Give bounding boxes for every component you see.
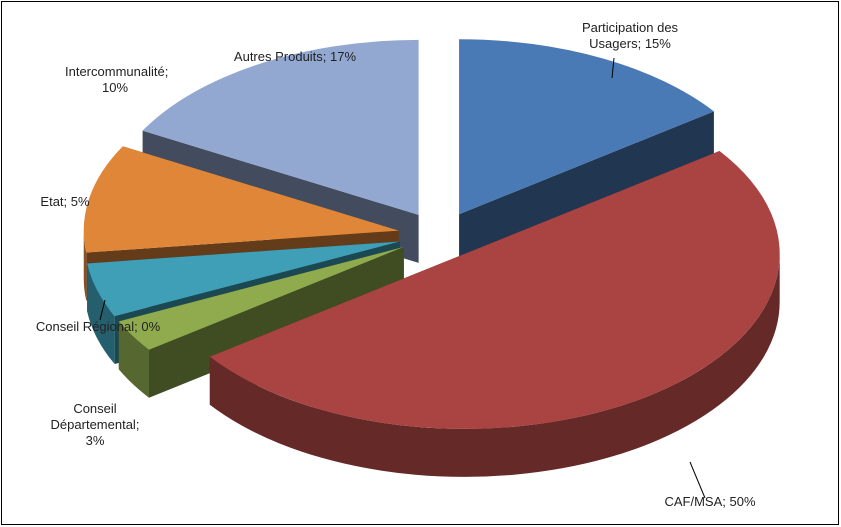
slice [459, 39, 714, 215]
leader-line [99, 299, 106, 321]
slice [209, 151, 780, 429]
separator: ; [322, 49, 331, 64]
data-label: CAF/MSA; 50% [640, 494, 780, 510]
category: CAF/MSA [664, 494, 723, 509]
separator: ; [135, 417, 144, 432]
separator: ; [164, 64, 172, 79]
data-label: Conseil Départemental; 3% [40, 401, 150, 449]
data-label: Intercommunalité; 10% [65, 64, 168, 96]
value-label: 0% [141, 319, 161, 334]
data-label: Etat; 5% [20, 194, 110, 210]
slice [142, 39, 419, 215]
slice [87, 241, 400, 317]
slice-wall [209, 253, 780, 477]
value-label: 3% [85, 433, 105, 448]
slice-side [118, 246, 404, 370]
slice-wall [87, 263, 115, 365]
data-label: Conseil Régional; 0% [18, 319, 178, 335]
data-label: Participation des Usagers; 15% [565, 20, 695, 52]
slice-wall [118, 321, 150, 398]
value-label: 10% [101, 80, 129, 95]
separator: ; [722, 494, 730, 509]
slice-wall [83, 230, 87, 301]
data-label: Autres Produits; 17% [215, 49, 375, 65]
slice [83, 146, 399, 253]
category: Etat [40, 194, 64, 209]
value-label: 15% [644, 36, 671, 51]
slice [118, 246, 404, 350]
value-label: 17% [330, 49, 357, 64]
category: Autres Produits [233, 49, 323, 64]
separator: ; [637, 36, 645, 51]
value-label: 50% [729, 494, 756, 509]
slice-side [459, 111, 714, 263]
category: Participation des Usagers [581, 20, 679, 51]
leader-line [689, 461, 706, 499]
separator: ; [134, 319, 142, 334]
category: Conseil Départemental [50, 401, 136, 432]
separator: ; [63, 194, 71, 209]
leader-line [611, 57, 615, 79]
category: Conseil Régional [35, 319, 135, 334]
value-label: 5% [70, 194, 90, 209]
leader-lines [99, 57, 706, 499]
category: Intercommunalité [65, 64, 165, 79]
